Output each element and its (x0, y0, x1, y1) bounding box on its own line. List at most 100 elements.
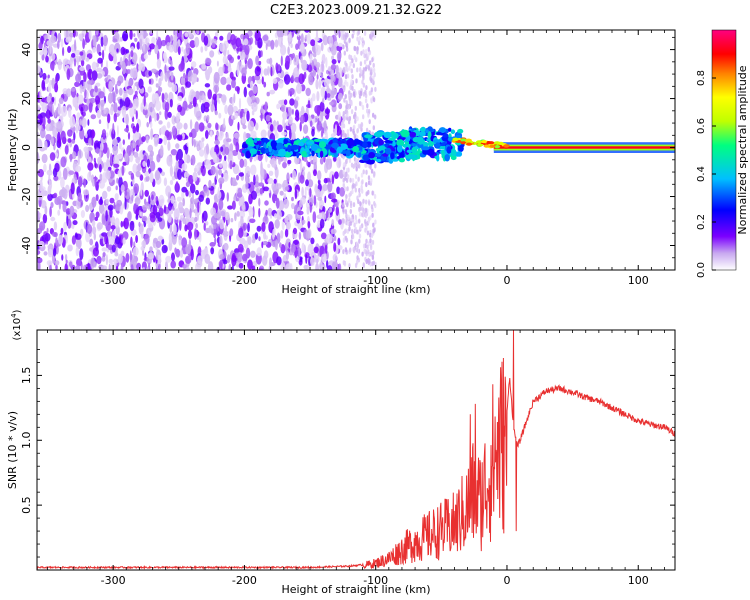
noise-blob (374, 261, 377, 267)
noise-blob (114, 252, 119, 257)
noise-blob (184, 32, 189, 38)
noise-blob (117, 253, 123, 264)
noise-blob (185, 255, 192, 264)
noise-blob (194, 208, 197, 217)
noise-blob (161, 244, 168, 254)
noise-blob (115, 225, 120, 236)
snr-y-label: SNR (10 * v/v) (6, 411, 19, 489)
noise-blob (89, 238, 94, 246)
noise-blob (140, 184, 143, 197)
noise-blob (252, 85, 258, 94)
noise-blob (184, 135, 189, 140)
noise-blob (130, 172, 135, 180)
noise-blob (243, 240, 249, 249)
noise-blob (50, 216, 56, 222)
noise-blob (329, 101, 334, 106)
noise-blob (45, 55, 49, 63)
signal-blob (260, 147, 266, 154)
noise-blob (141, 136, 146, 143)
noise-blob (258, 182, 265, 187)
noise-blob (254, 232, 259, 240)
noise-blob (290, 243, 296, 253)
noise-blob (354, 118, 357, 124)
noise-blob (140, 102, 143, 113)
noise-blob (141, 204, 148, 211)
noise-blob (197, 145, 200, 151)
noise-blob (324, 195, 327, 204)
noise-blob (371, 212, 374, 218)
noise-blob (309, 120, 313, 127)
noise-blob (283, 193, 287, 199)
noise-blob (287, 116, 293, 125)
noise-blob (297, 222, 304, 230)
noise-blob (227, 54, 233, 61)
noise-blob (210, 207, 217, 216)
figure-title: C2E3.2023.009.21.32.G22 (270, 3, 442, 18)
noise-blob (139, 38, 143, 51)
noise-blob (158, 86, 163, 93)
noise-blob (351, 234, 355, 240)
signal-blob (245, 138, 254, 145)
noise-blob (364, 227, 367, 233)
noise-blob (316, 73, 319, 80)
noise-blob (148, 101, 155, 113)
noise-blob (295, 30, 300, 34)
noise-blob (292, 227, 298, 235)
noise-blob (282, 161, 287, 169)
signal-blob (382, 153, 389, 157)
noise-blob (70, 87, 76, 92)
noise-blob (365, 127, 369, 133)
noise-blob (58, 234, 64, 245)
noise-blob (342, 202, 345, 208)
noise-blob (134, 197, 141, 206)
noise-blob (222, 55, 228, 65)
noise-blob (141, 215, 148, 222)
noise-blob (276, 232, 281, 244)
noise-blob (231, 96, 234, 107)
noise-blob (196, 110, 202, 121)
noise-blob (149, 171, 154, 184)
noise-blob (65, 259, 68, 264)
noise-blob (368, 200, 371, 206)
noise-blob (278, 79, 284, 89)
noise-blob (346, 129, 350, 134)
noise-blob (291, 202, 295, 210)
signal-blob (481, 140, 488, 144)
noise-blob (278, 99, 285, 105)
noise-blob (276, 30, 283, 38)
noise-blob (194, 121, 200, 133)
noise-blob (285, 263, 292, 270)
noise-blob (356, 116, 359, 122)
noise-blob (142, 160, 147, 167)
noise-blob (79, 51, 84, 56)
noise-blob (222, 259, 228, 265)
signal-blob (249, 148, 257, 155)
noise-blob (122, 237, 126, 245)
noise-blob (261, 76, 264, 85)
noise-blob (336, 71, 341, 79)
noise-blob (129, 30, 133, 40)
signal-blob (435, 131, 443, 136)
signal-blob (270, 140, 277, 148)
noise-blob (60, 38, 64, 48)
noise-blob (251, 265, 256, 270)
noise-blob (62, 58, 69, 65)
noise-blob (361, 188, 364, 194)
noise-blob (297, 210, 304, 216)
noise-blob (284, 186, 290, 191)
noise-blob (318, 212, 323, 219)
noise-blob (306, 206, 310, 215)
noise-blob (208, 225, 212, 234)
snr-panel: -300 -200 -100 0 100 0.51.01.5 Height of str… (6, 309, 676, 596)
noise-blob (177, 104, 183, 113)
noise-blob (107, 166, 112, 171)
noise-blob (364, 207, 368, 213)
noise-blob (349, 220, 353, 226)
noise-blob (247, 236, 252, 246)
noise-blob (90, 114, 97, 120)
noise-blob (95, 194, 99, 202)
noise-blob (367, 52, 370, 58)
noise-blob (145, 175, 150, 182)
noise-blob (280, 230, 284, 239)
noise-blob (271, 182, 278, 191)
